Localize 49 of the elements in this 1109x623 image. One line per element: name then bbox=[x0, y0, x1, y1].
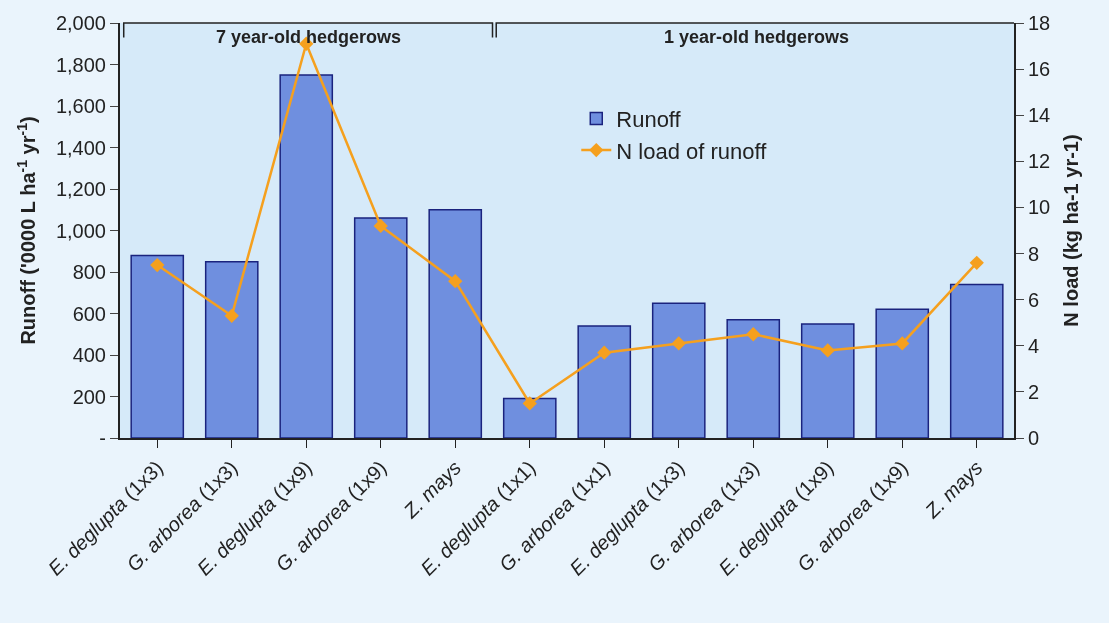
point bbox=[373, 218, 388, 234]
legend-label: Runoff bbox=[616, 107, 682, 133]
annotation: 7 year-old hedgerows bbox=[216, 27, 402, 47]
point bbox=[969, 255, 984, 270]
y2-tick-label: 14 bbox=[1028, 104, 1051, 127]
point bbox=[150, 257, 165, 273]
y2-tick-label: 10 bbox=[1028, 196, 1051, 219]
y-tick-label: 1,200 bbox=[55, 178, 106, 200]
bar bbox=[577, 325, 632, 438]
bar bbox=[949, 283, 1004, 438]
y-tick-label: - bbox=[99, 427, 106, 449]
bar bbox=[800, 323, 855, 438]
point bbox=[820, 343, 835, 358]
y2-tick-label: 2 bbox=[1028, 380, 1040, 403]
bar bbox=[428, 209, 483, 438]
y-tick-label: 1,400 bbox=[55, 136, 106, 159]
point bbox=[746, 327, 761, 342]
point bbox=[895, 336, 910, 351]
y-tick-label: 1,000 bbox=[55, 219, 106, 242]
y2-tick-label: 8 bbox=[1028, 242, 1040, 265]
point bbox=[448, 274, 463, 289]
y-tick-label: 800 bbox=[72, 261, 106, 283]
y2-tick-label: 12 bbox=[1028, 150, 1051, 173]
y-tick-label: 600 bbox=[72, 302, 106, 325]
bar bbox=[353, 217, 408, 438]
y-tick-label: 1,600 bbox=[55, 95, 106, 117]
bar bbox=[279, 74, 334, 438]
y2-tick-label: 0 bbox=[1028, 427, 1040, 449]
bar bbox=[651, 302, 706, 438]
y-tick-label: 1,800 bbox=[55, 53, 106, 76]
point bbox=[522, 396, 537, 411]
bar bbox=[204, 260, 259, 438]
y-tick-label: 400 bbox=[72, 344, 106, 366]
point bbox=[224, 308, 239, 323]
y2-tick-label: 16 bbox=[1028, 58, 1051, 81]
bar bbox=[726, 318, 781, 438]
y2-tick-label: 4 bbox=[1028, 334, 1040, 357]
point bbox=[597, 345, 612, 360]
annotation: 1 year-old hedgerows bbox=[664, 27, 850, 47]
legend-label: N load of runoff bbox=[616, 138, 768, 164]
bar bbox=[875, 308, 930, 438]
point bbox=[671, 336, 686, 351]
bar bbox=[502, 397, 557, 438]
y-tick-label: 2,000 bbox=[55, 12, 106, 34]
y2-tick-label: 18 bbox=[1028, 12, 1051, 34]
y2-axis-title: N load (kg ha-1 yr-1) bbox=[1060, 134, 1083, 327]
y2-tick-label: 6 bbox=[1028, 288, 1040, 311]
bar bbox=[130, 254, 185, 438]
y-tick-label: 200 bbox=[72, 385, 106, 408]
